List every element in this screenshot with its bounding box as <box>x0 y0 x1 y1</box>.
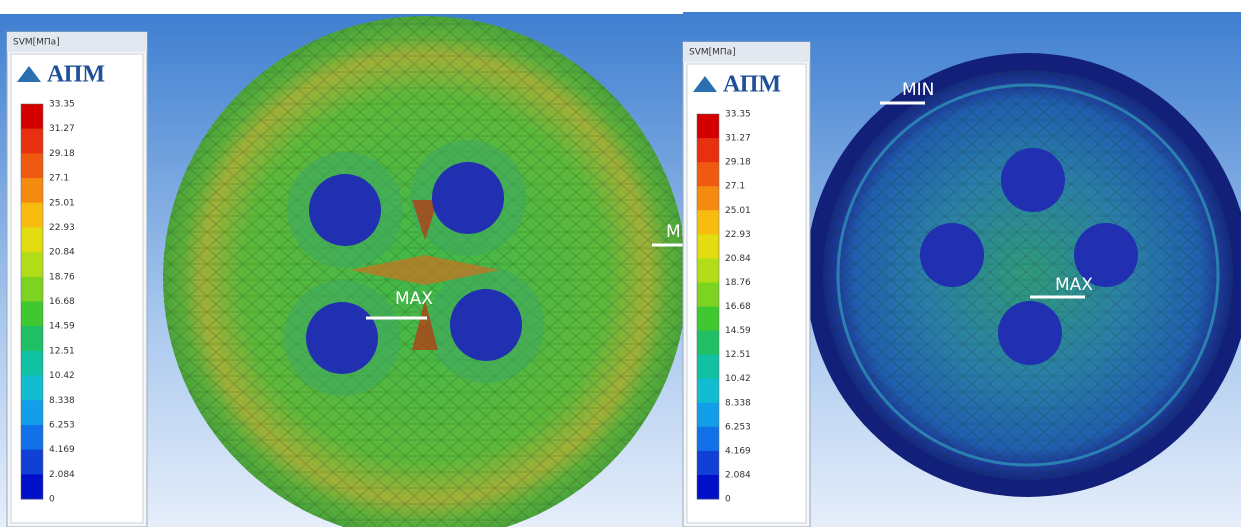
scale-label: 16.68 <box>725 302 751 312</box>
scale-label: 4.169 <box>49 445 75 455</box>
scale-label: 29.18 <box>725 158 751 168</box>
color-band <box>21 153 43 178</box>
scale-label: 0 <box>725 495 731 505</box>
scale-label: 10.42 <box>725 374 751 384</box>
color-band <box>21 227 43 252</box>
scale-label: 8.338 <box>725 398 751 408</box>
color-band <box>21 203 43 228</box>
color-band <box>21 450 43 475</box>
scale-label: 8.338 <box>49 396 75 406</box>
scale-label: 6.253 <box>725 422 751 432</box>
color-band <box>697 427 719 452</box>
scale-label: 4.169 <box>725 446 751 456</box>
scale-label: 18.76 <box>725 278 751 288</box>
scale-label: 6.253 <box>49 420 75 430</box>
color-band <box>697 210 719 235</box>
color-band <box>21 474 43 499</box>
color-band <box>697 162 719 187</box>
scale-label: 16.68 <box>49 297 75 307</box>
scale-label: 31.27 <box>725 134 751 144</box>
scale-label: 14.59 <box>49 322 75 332</box>
color-band <box>697 258 719 283</box>
scale-label: 20.84 <box>49 248 75 258</box>
result-marker: MIN <box>902 80 934 100</box>
color-band <box>21 376 43 401</box>
color-band <box>21 425 43 450</box>
color-band <box>697 186 719 211</box>
logo-text: АПМ <box>723 72 781 98</box>
scale-label: 31.27 <box>49 124 75 134</box>
scale-label: 10.42 <box>49 371 75 381</box>
model-left <box>163 16 687 527</box>
model-right <box>806 53 1241 497</box>
color-band <box>697 234 719 259</box>
color-band <box>21 252 43 277</box>
color-band <box>697 138 719 163</box>
color-band <box>21 302 43 327</box>
scale-label: 2.084 <box>725 470 751 480</box>
scale-label: 0 <box>49 495 55 505</box>
legend-title: SVM[МПа] <box>13 38 60 48</box>
scale-label: 12.51 <box>49 346 75 356</box>
color-band <box>21 277 43 302</box>
color-band <box>697 379 719 404</box>
color-band <box>697 282 719 307</box>
scale-label: 14.59 <box>725 326 751 336</box>
color-band <box>697 114 719 139</box>
scale-label: 25.01 <box>49 198 75 208</box>
color-band <box>21 129 43 154</box>
legend-title: SVM[МПа] <box>689 48 736 58</box>
color-band <box>21 178 43 203</box>
scale-label: 33.35 <box>725 110 751 120</box>
scale-label: 33.35 <box>49 100 75 110</box>
color-band <box>697 307 719 332</box>
scale-label: 22.93 <box>49 223 75 233</box>
scale-label: 18.76 <box>49 272 75 282</box>
color-band <box>21 326 43 351</box>
color-band <box>21 351 43 376</box>
result-marker: MAX <box>395 289 433 309</box>
color-band <box>697 355 719 380</box>
scale-label: 25.01 <box>725 206 751 216</box>
scale-label: 27.1 <box>49 174 69 184</box>
result-marker: MAX <box>1055 275 1093 295</box>
color-band <box>697 475 719 500</box>
scale-label: 12.51 <box>725 350 751 360</box>
color-band <box>21 400 43 425</box>
scale-label: 2.084 <box>49 470 75 480</box>
scale-label: 20.84 <box>725 254 751 264</box>
scale-label: 27.1 <box>725 182 745 192</box>
color-band <box>697 403 719 428</box>
color-band <box>697 451 719 476</box>
logo-text: АПМ <box>47 62 105 88</box>
color-band <box>697 331 719 356</box>
scale-label: 22.93 <box>725 230 751 240</box>
screenshot: SVM[МПа] АПМ 33.35 31.27 29.18 27.1 25.01 22.93… <box>0 0 1241 527</box>
scale-label: 29.18 <box>49 149 75 159</box>
color-band <box>21 104 43 129</box>
